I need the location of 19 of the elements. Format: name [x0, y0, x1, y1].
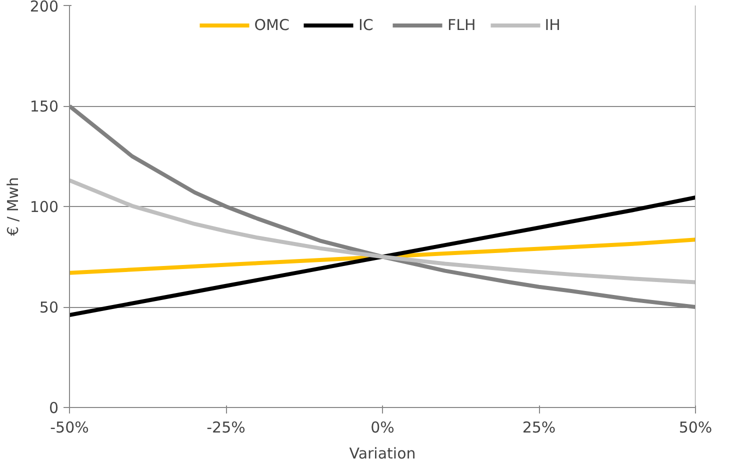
x-axis-title: Variation: [349, 444, 416, 462]
y-axis-title: € / Mwh: [4, 177, 22, 236]
line-series: [70, 195, 696, 318]
y-tick-label: 100: [30, 198, 59, 216]
legend-label: IC: [358, 16, 374, 34]
legend-label: OMC: [254, 16, 290, 34]
y-tick-label: 200: [30, 0, 59, 16]
x-tick-label: 50%: [678, 418, 712, 436]
x-tick-label: 25%: [522, 418, 556, 436]
y-tick-label: 50: [39, 298, 59, 316]
legend-label: FLH: [447, 16, 476, 34]
y-tick-label: 150: [30, 98, 59, 116]
y-tick-label: 0: [48, 399, 59, 417]
x-tick-label: -50%: [50, 418, 89, 436]
x-tick-label: -25%: [206, 418, 246, 436]
line-series: [70, 238, 696, 275]
legend-label: IH: [544, 16, 562, 34]
line-series: [70, 178, 696, 284]
x-tick-label: 0%: [370, 418, 394, 436]
